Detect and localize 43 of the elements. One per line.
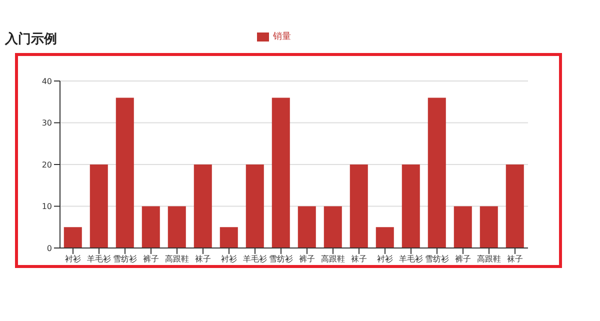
y-tick-label: 10 xyxy=(42,202,52,212)
x-tick-label: 高跟鞋 xyxy=(165,254,189,264)
bar xyxy=(246,164,264,248)
y-tick-label: 20 xyxy=(42,160,52,170)
x-tick-label: 衬衫 xyxy=(221,254,237,264)
x-tick-label: 高跟鞋 xyxy=(477,254,501,264)
y-tick-label: 0 xyxy=(46,244,52,253)
x-tick-label: 雪纺衫 xyxy=(113,254,137,264)
bar xyxy=(402,164,420,248)
bar xyxy=(168,206,186,248)
bar xyxy=(324,206,342,248)
legend-label: 销量 xyxy=(273,32,291,42)
x-tick-label: 羊毛衫 xyxy=(243,254,267,264)
bar xyxy=(90,164,108,248)
bar xyxy=(194,164,212,248)
x-tick-label: 袜子 xyxy=(195,254,211,264)
x-tick-label: 雪纺衫 xyxy=(269,254,293,264)
bar xyxy=(64,227,82,248)
y-tick-label: 40 xyxy=(42,76,52,86)
x-tick-label: 高跟鞋 xyxy=(321,254,345,264)
x-tick-label: 裤子 xyxy=(143,254,159,264)
bar xyxy=(142,206,160,248)
x-tick-label: 衬衫 xyxy=(377,254,393,264)
x-tick-label: 裤子 xyxy=(299,254,315,264)
y-tick-label: 30 xyxy=(42,118,52,128)
bar xyxy=(272,98,290,248)
bar xyxy=(298,206,316,248)
x-tick-label: 袜子 xyxy=(351,254,367,264)
x-tick-label: 羊毛衫 xyxy=(399,254,423,264)
bar xyxy=(376,227,394,248)
bar xyxy=(116,98,134,248)
x-tick-label: 袜子 xyxy=(507,254,523,264)
bar xyxy=(454,206,472,248)
chart-title: 入门示例 xyxy=(5,30,57,48)
bar xyxy=(350,164,368,248)
x-tick-label: 裤子 xyxy=(455,254,471,264)
x-tick-label: 羊毛衫 xyxy=(87,254,111,264)
bar xyxy=(428,98,446,248)
bar xyxy=(480,206,498,248)
bar xyxy=(220,227,238,248)
x-tick-label: 雪纺衫 xyxy=(425,254,449,264)
bar xyxy=(506,164,524,248)
x-tick-label: 衬衫 xyxy=(65,254,81,264)
